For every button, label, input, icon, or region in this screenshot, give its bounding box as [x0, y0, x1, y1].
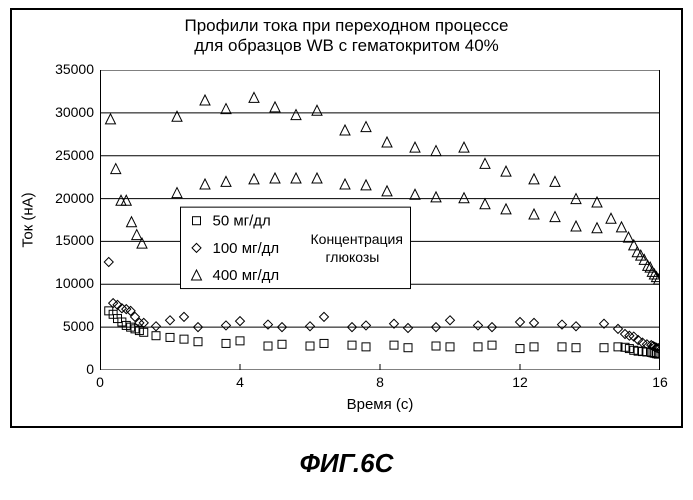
plot-area: 50 мг/дл 100 мг/дл 400 мг/дл Концентрация гл… [100, 70, 660, 370]
legend-item-label: 400 мг/дл [213, 267, 280, 284]
figure-caption: ФИГ.6C [300, 448, 394, 479]
legend-title-line2: глюкозы [326, 249, 380, 265]
y-tick-label: 10000 [55, 275, 94, 291]
x-tick-label: 4 [236, 374, 244, 390]
y-tick-label: 25000 [55, 147, 94, 163]
y-tick-label: 15000 [55, 232, 94, 248]
y-tick-label: 30000 [55, 104, 94, 120]
legend-item-label: 50 мг/дл [213, 213, 271, 230]
x-tick-label: 12 [512, 374, 528, 390]
y-axis-label: Ток (нА) [20, 192, 37, 247]
series-square [105, 307, 660, 358]
chart-title-line2: для образцов WB с гематокритом 40% [10, 36, 683, 56]
x-axis-label: Время (с) [347, 396, 414, 413]
legend: 50 мг/дл 100 мг/дл 400 мг/дл Концентрация гл… [181, 207, 411, 288]
chart-title-line1: Профили тока при переходном процессе [10, 16, 683, 36]
y-tick-label: 5000 [63, 318, 94, 334]
x-tick-label: 8 [376, 374, 384, 390]
y-tick-label: 20000 [55, 190, 94, 206]
x-tick-label: 0 [96, 374, 104, 390]
y-tick-label: 0 [86, 361, 94, 377]
legend-item-label: 100 мг/дл [213, 240, 280, 257]
legend-title-line1: Концентрация [311, 231, 403, 247]
y-tick-label: 35000 [55, 61, 94, 77]
x-tick-label: 16 [652, 374, 668, 390]
chart-title: Профили тока при переходном процесседля … [10, 16, 683, 57]
